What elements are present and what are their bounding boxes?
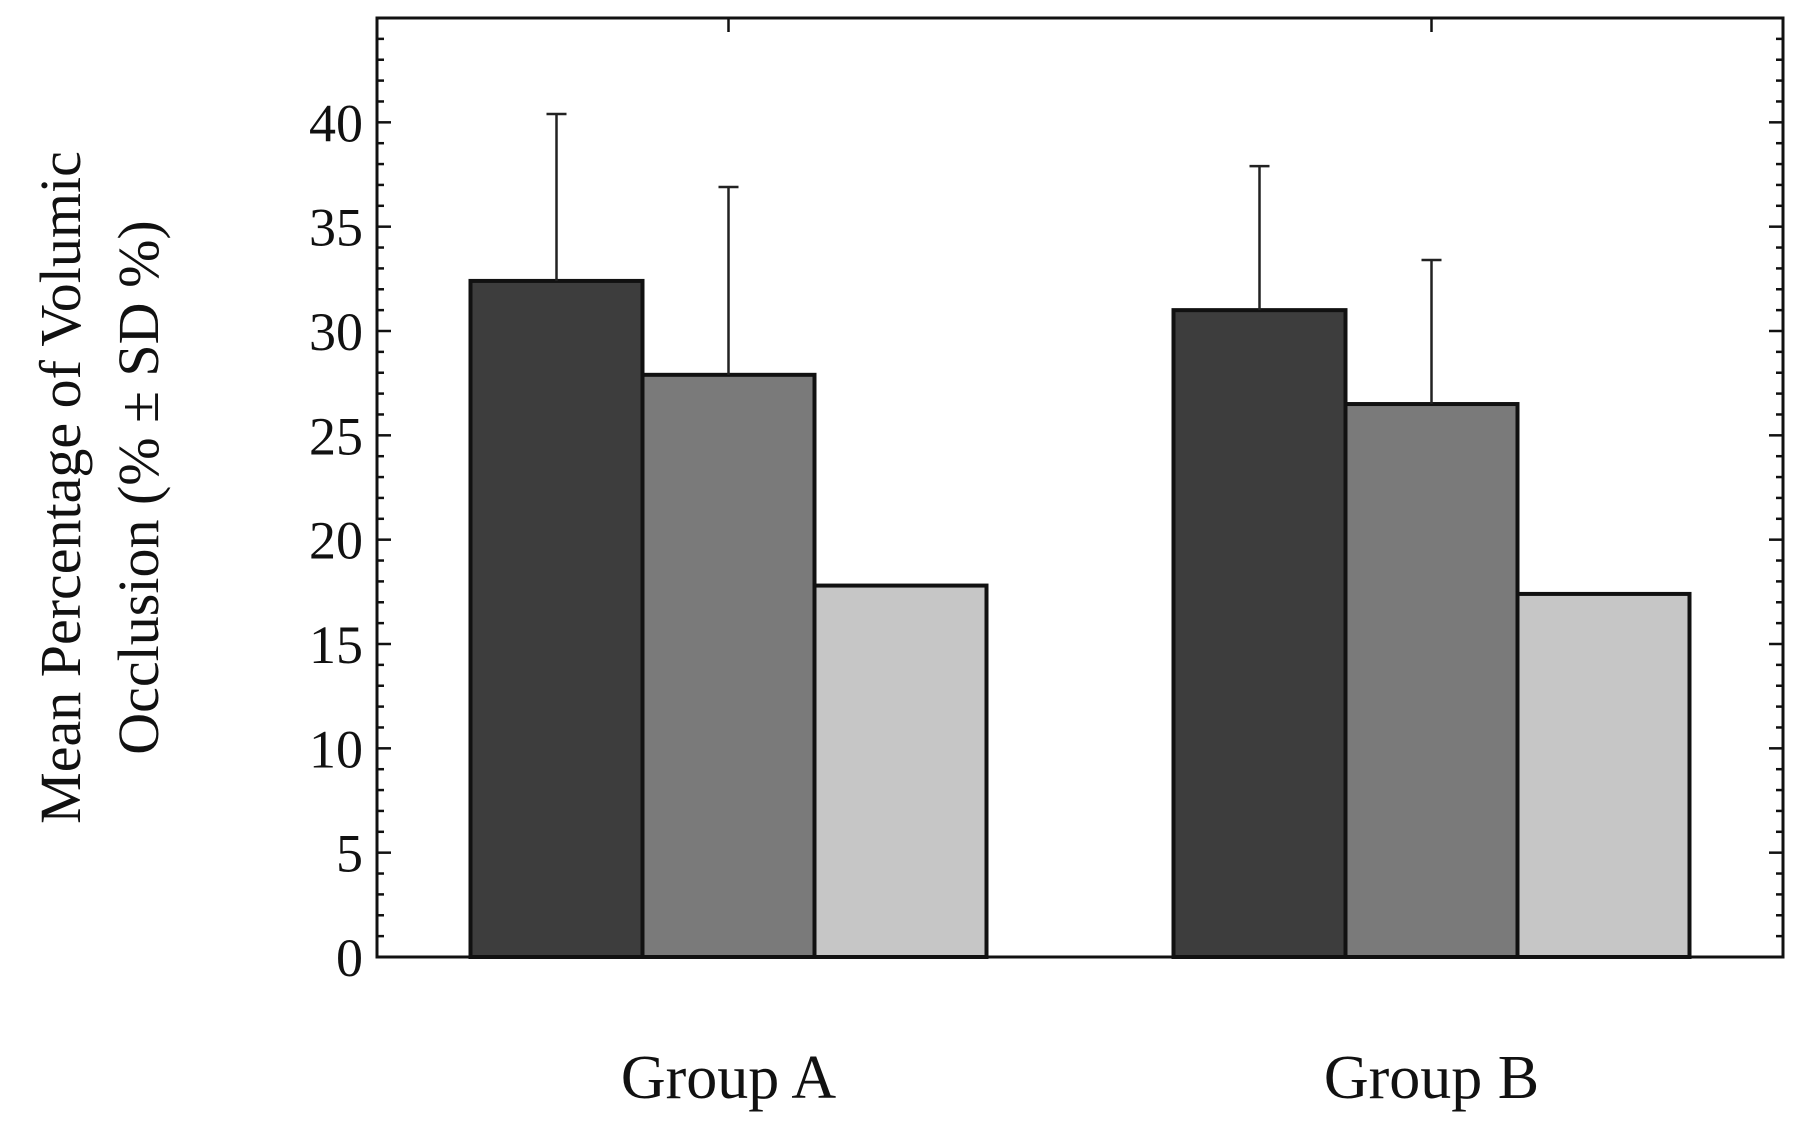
- y-tick-label: 40: [309, 93, 363, 153]
- y-tick-label: 5: [336, 824, 363, 884]
- bar-group-b-series-1: [1171, 308, 1348, 959]
- y-tick-label: 20: [309, 511, 363, 571]
- axis-ticks: [377, 16, 1783, 959]
- error-bars: [546, 112, 1442, 405]
- bars: [468, 278, 1692, 960]
- y-axis-title-line-2: Occlusion (% ± SD %): [106, 220, 171, 754]
- y-axis-title: Mean Percentage of Volumic Occlusion (% …: [28, 151, 171, 824]
- bar-group-a-series-2: [640, 372, 817, 959]
- y-tick-label: 0: [336, 928, 363, 988]
- bar-group-a-series-1: [468, 278, 645, 960]
- plot-frame: [375, 16, 1785, 959]
- category-label: Group B: [1324, 1044, 1539, 1112]
- y-axis-title-line-1: Mean Percentage of Volumic: [28, 151, 93, 824]
- y-tick-label: 35: [309, 198, 363, 258]
- category-labels: Group A Group B: [621, 1044, 1539, 1112]
- y-tick-label: 30: [309, 302, 363, 362]
- y-tick-label: 10: [309, 719, 363, 779]
- bar-group-a-series-3: [812, 583, 989, 959]
- bar-group-b-series-3: [1515, 591, 1692, 959]
- category-label: Group A: [621, 1044, 837, 1112]
- bar-group-b-series-2: [1343, 402, 1520, 959]
- y-tick-labels: 0 5 10 15 20 25 30 35 40: [309, 93, 363, 988]
- y-tick-label: 15: [309, 615, 363, 675]
- y-tick-label: 25: [309, 406, 363, 466]
